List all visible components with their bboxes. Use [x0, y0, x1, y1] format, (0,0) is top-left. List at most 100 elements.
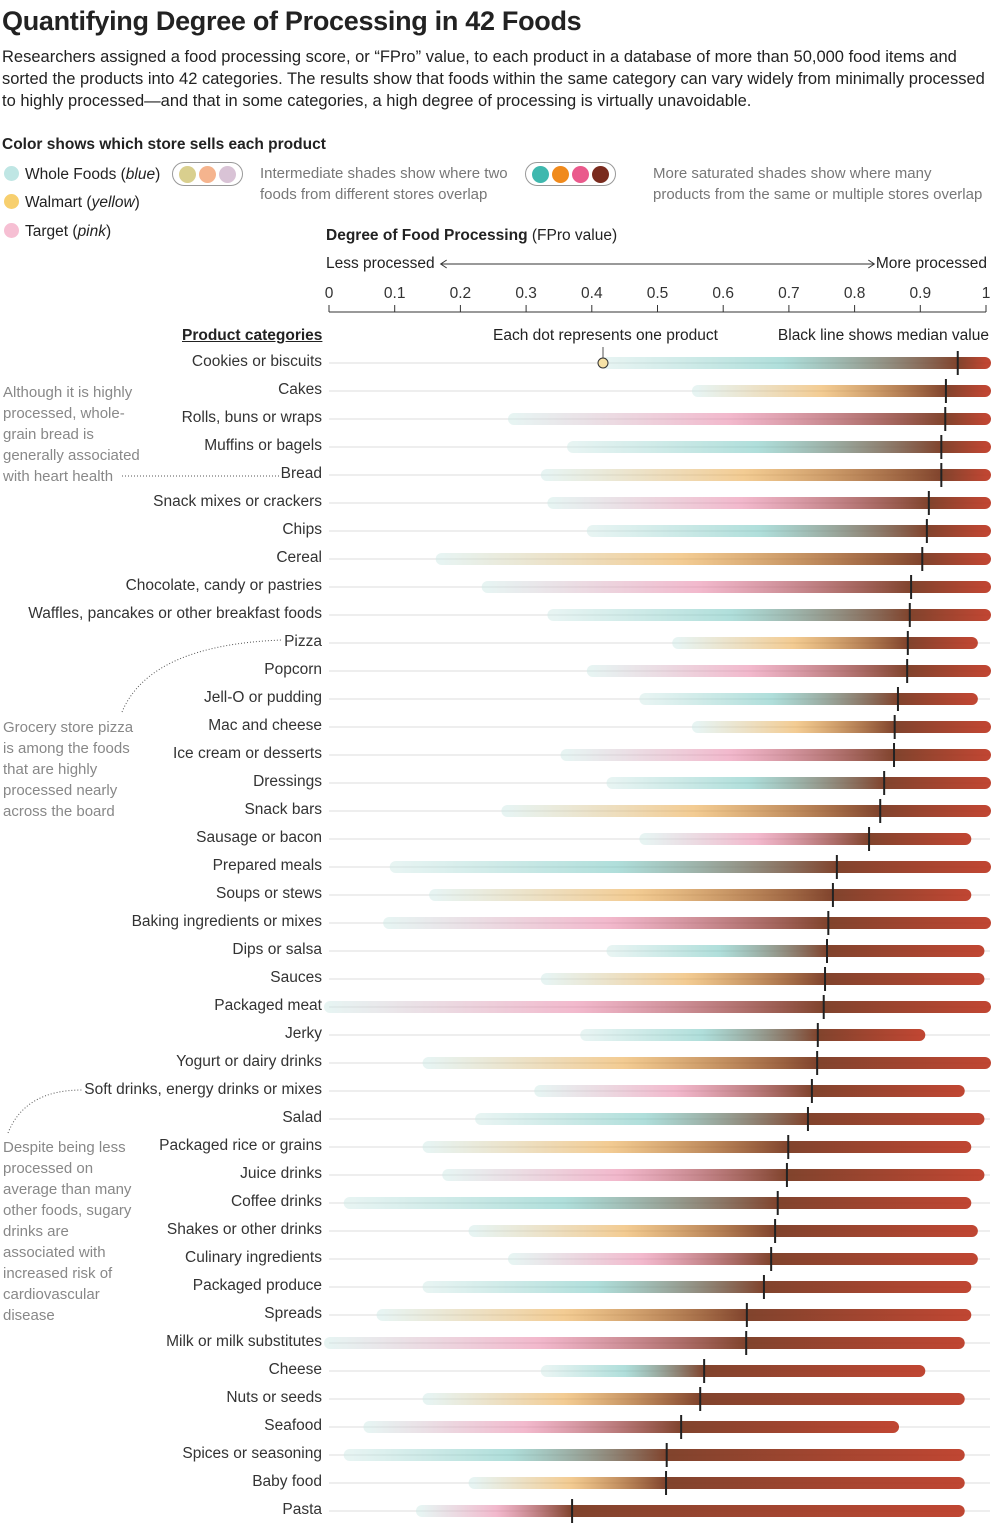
- product-dot-band: [586, 525, 991, 537]
- x-tick-label: 0.3: [515, 285, 537, 302]
- category-label: Yogurt or dairy drinks: [176, 1053, 322, 1070]
- x-tick-label: 0.1: [384, 285, 406, 302]
- category-label: Pizza: [284, 633, 322, 650]
- product-dot-band: [606, 777, 991, 789]
- product-dot-band: [324, 1001, 991, 1013]
- product-dot-band: [560, 749, 991, 761]
- category-label: Cereal: [276, 549, 322, 566]
- product-dot-band: [343, 1449, 965, 1461]
- category-label: Jerky: [284, 1025, 322, 1042]
- category-label: Muffins or bagels: [204, 437, 322, 454]
- pink-dot-icon: [4, 223, 19, 238]
- category-label: Baking ingredients or mixes: [131, 913, 322, 930]
- product-dot-band: [540, 469, 991, 481]
- product-dot-band: [422, 1281, 972, 1293]
- category-label: Ice cream or desserts: [172, 745, 322, 762]
- overlap-note: Intermediate shades show where two foods…: [260, 165, 508, 203]
- product-dot-band: [442, 1169, 985, 1181]
- product-dot-band: [691, 721, 991, 733]
- x-tick-label: 0.6: [712, 285, 734, 302]
- product-dot-band: [422, 1141, 972, 1153]
- product-dot-band: [540, 1365, 926, 1377]
- pizza-leader: [121, 639, 283, 713]
- category-label: Sauces: [270, 969, 322, 986]
- product-dot-band: [580, 1029, 926, 1041]
- category-label: Nuts or seeds: [226, 1389, 322, 1406]
- product-dot-band: [567, 441, 991, 453]
- product-dot-band: [599, 357, 991, 369]
- product-dot-band: [475, 1113, 985, 1125]
- category-label: Spreads: [264, 1305, 322, 1322]
- category-label: Milk or milk substitutes: [166, 1333, 322, 1350]
- category-label: Dips or salsa: [232, 941, 322, 958]
- product-dot-band: [507, 413, 991, 425]
- product-dot-band: [383, 917, 991, 929]
- product-dot-band: [363, 1421, 900, 1433]
- annotation-soft-drinks: Despite being less processed on average …: [3, 1139, 132, 1324]
- x-tick-label: 0.4: [581, 285, 603, 302]
- product-dot-band: [343, 1197, 972, 1209]
- category-label: Waffles, pancakes or other breakfast foo…: [28, 605, 322, 622]
- product-dot-band: [422, 1393, 965, 1405]
- saturated-note: More saturated shades show where many pr…: [653, 165, 983, 203]
- axis-title: Degree of Food Processing (FPro value): [326, 227, 618, 244]
- category-label: Salad: [282, 1109, 322, 1126]
- product-dot-band: [324, 1337, 965, 1349]
- category-label: Rolls, buns or wraps: [181, 409, 322, 426]
- legend-walmart: Walmart (yellow): [4, 194, 140, 212]
- product-dot-band: [415, 1505, 965, 1517]
- product-dot-band: [481, 581, 991, 593]
- x-tick-label: 0.5: [647, 285, 669, 302]
- less-processed-label: Less processed: [326, 255, 435, 272]
- product-dot-band: [389, 861, 991, 873]
- product-dot-band: [422, 1057, 991, 1069]
- category-label: Culinary ingredients: [185, 1249, 322, 1266]
- category-label: Juice drinks: [240, 1165, 322, 1182]
- product-dot-band: [540, 973, 985, 985]
- example-dot: [597, 357, 609, 369]
- category-label: Soft drinks, energy drinks or mixes: [84, 1081, 322, 1098]
- category-label: Bread: [280, 465, 322, 482]
- more-processed-label: More processed: [875, 255, 987, 272]
- chart-title: Quantifying Degree of Processing in 42 F…: [2, 6, 582, 36]
- category-label: Snack bars: [244, 801, 322, 818]
- product-dot-band: [547, 497, 991, 509]
- product-dot-band: [507, 1253, 978, 1265]
- legend-heading: Color shows which store sells each produ…: [2, 136, 326, 153]
- category-label: Seafood: [264, 1417, 322, 1434]
- product-dot-band: [672, 637, 978, 649]
- product-dot-band: [586, 665, 991, 677]
- product-dot-band: [606, 945, 985, 957]
- legend-target: Target (pink): [4, 223, 111, 241]
- category-label: Prepared meals: [212, 857, 322, 874]
- category-label: Cakes: [278, 381, 322, 398]
- product-dot-band: [534, 1085, 965, 1097]
- category-label: Jell-O or pudding: [203, 689, 322, 706]
- overlap-swatches: [172, 162, 243, 186]
- category-label: Cookies or biscuits: [191, 353, 322, 370]
- category-label: Spices or seasoning: [182, 1445, 322, 1462]
- categories-header: Product categories: [182, 327, 323, 344]
- product-dot-band: [376, 1309, 972, 1321]
- category-label: Pasta: [282, 1501, 322, 1518]
- x-tick-label: 1: [982, 285, 991, 302]
- product-dot-band: [468, 1477, 965, 1489]
- category-label: Chocolate, candy or pastries: [125, 577, 322, 594]
- product-dot-band: [429, 889, 972, 901]
- category-label: Packaged rice or grains: [159, 1137, 322, 1154]
- x-tick-label: 0.7: [778, 285, 800, 302]
- category-label: Packaged meat: [214, 997, 322, 1014]
- product-dot-band: [639, 833, 972, 845]
- product-dot-band: [468, 1225, 978, 1237]
- x-tick-label: 0.2: [450, 285, 472, 302]
- category-label: Sausage or bacon: [196, 829, 322, 846]
- category-label: Shakes or other drinks: [166, 1221, 322, 1238]
- product-dot-band: [501, 805, 991, 817]
- saturated-swatches: [525, 162, 616, 186]
- annotation-pizza: Grocery store pizza is among the foods t…: [3, 719, 134, 820]
- category-label: Mac and cheese: [208, 717, 322, 734]
- x-tick-label: 0.9: [910, 285, 932, 302]
- category-label: Snack mixes or crackers: [153, 493, 322, 510]
- yellow-dot-icon: [4, 194, 19, 209]
